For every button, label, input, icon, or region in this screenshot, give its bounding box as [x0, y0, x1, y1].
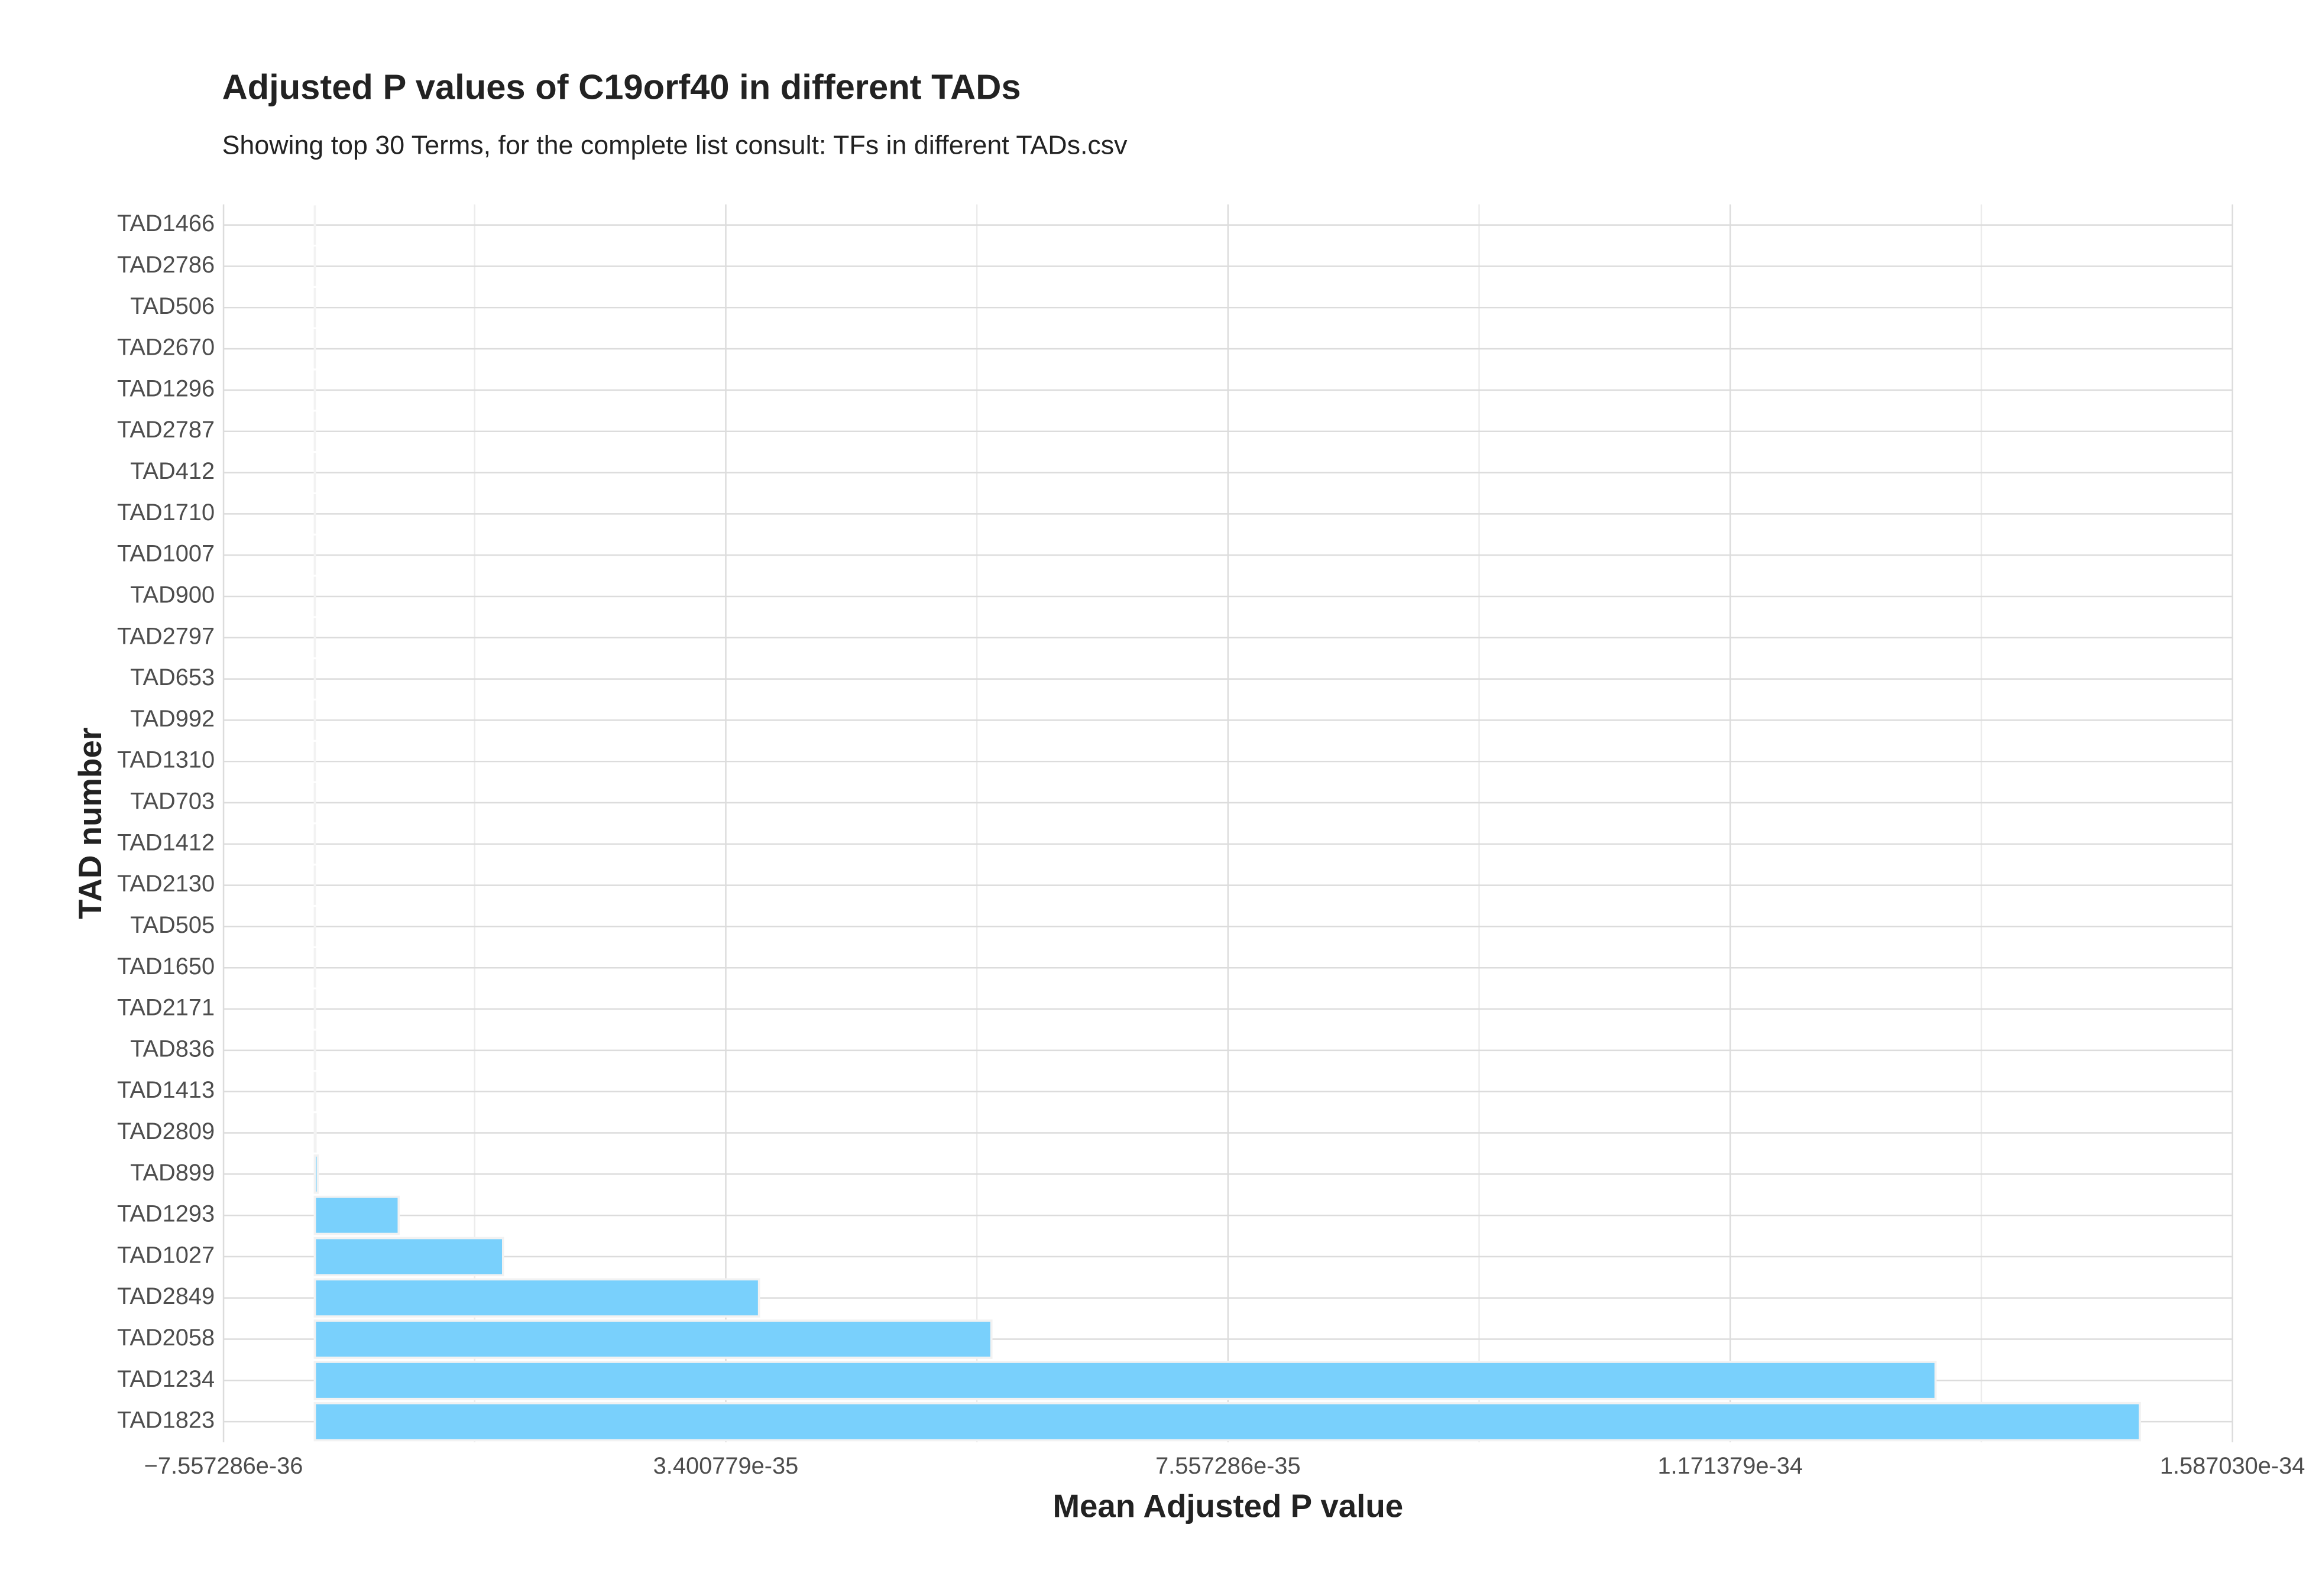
- y-tick-label: TAD900: [130, 582, 215, 608]
- bar: [313, 1319, 993, 1359]
- y-tick-label: TAD1293: [117, 1201, 215, 1227]
- y-tick-label: TAD1650: [117, 953, 215, 979]
- y-tick-label: TAD2787: [117, 417, 215, 443]
- x-tick-label: 3.400779e-35: [653, 1453, 799, 1479]
- y-tick-label: TAD836: [130, 1036, 215, 1062]
- y-tick-label: TAD2171: [117, 995, 215, 1021]
- y-tick-label: TAD1710: [117, 499, 215, 525]
- y-tick-label: TAD412: [130, 458, 215, 484]
- y-tick-label: TAD2670: [117, 335, 215, 361]
- bar: [313, 1154, 319, 1194]
- bar: [313, 1278, 760, 1318]
- y-tick-label: TAD2058: [117, 1325, 215, 1351]
- chart-subtitle: Showing top 30 Terms, for the complete l…: [222, 131, 1128, 160]
- labels: −7.557286e-36 3.400779e-35 7.557286e-35 1.1…: [117, 210, 2305, 1479]
- y-tick-label: TAD2130: [117, 871, 215, 897]
- y-tick-label: TAD2809: [117, 1118, 215, 1144]
- y-tick-label: TAD1466: [117, 210, 215, 236]
- x-tick-label: 7.557286e-35: [1155, 1453, 1301, 1479]
- y-tick-label: TAD2786: [117, 252, 215, 278]
- y-tick-label: TAD1412: [117, 829, 215, 855]
- y-tick-label: TAD506: [130, 293, 215, 319]
- x-tick-label: −7.557286e-36: [144, 1453, 303, 1479]
- bar: [313, 1195, 400, 1235]
- y-tick-label: TAD703: [130, 789, 215, 815]
- chart-title: Adjusted P values of C19orf40 in differe…: [222, 67, 1021, 107]
- y-tick-label: TAD1007: [117, 541, 215, 567]
- y-tick-label: TAD653: [130, 664, 215, 690]
- y-tick-label: TAD1823: [117, 1407, 215, 1433]
- y-tick-label: TAD1413: [117, 1077, 215, 1103]
- y-tick-label: TAD1310: [117, 747, 215, 773]
- y-tick-label: TAD1027: [117, 1242, 215, 1268]
- bar: [313, 1402, 2141, 1442]
- x-axis-title: Mean Adjusted P value: [1052, 1487, 1403, 1524]
- y-tick-label: TAD2849: [117, 1283, 215, 1309]
- bar: [313, 1361, 1937, 1400]
- x-tick-label: 1.171379e-34: [1657, 1453, 1803, 1479]
- y-axis-title: TAD number: [72, 728, 108, 919]
- grid: [222, 204, 2233, 1443]
- y-tick-label: TAD505: [130, 912, 215, 938]
- x-tick-label: 1.587030e-34: [2160, 1453, 2305, 1479]
- bar: [313, 1237, 504, 1277]
- y-tick-label: TAD992: [130, 706, 215, 732]
- y-tick-label: TAD899: [130, 1160, 215, 1186]
- y-tick-label: TAD1234: [117, 1366, 215, 1392]
- bars: [313, 205, 2141, 1442]
- y-tick-label: TAD1296: [117, 375, 215, 401]
- y-tick-label: TAD2797: [117, 623, 215, 649]
